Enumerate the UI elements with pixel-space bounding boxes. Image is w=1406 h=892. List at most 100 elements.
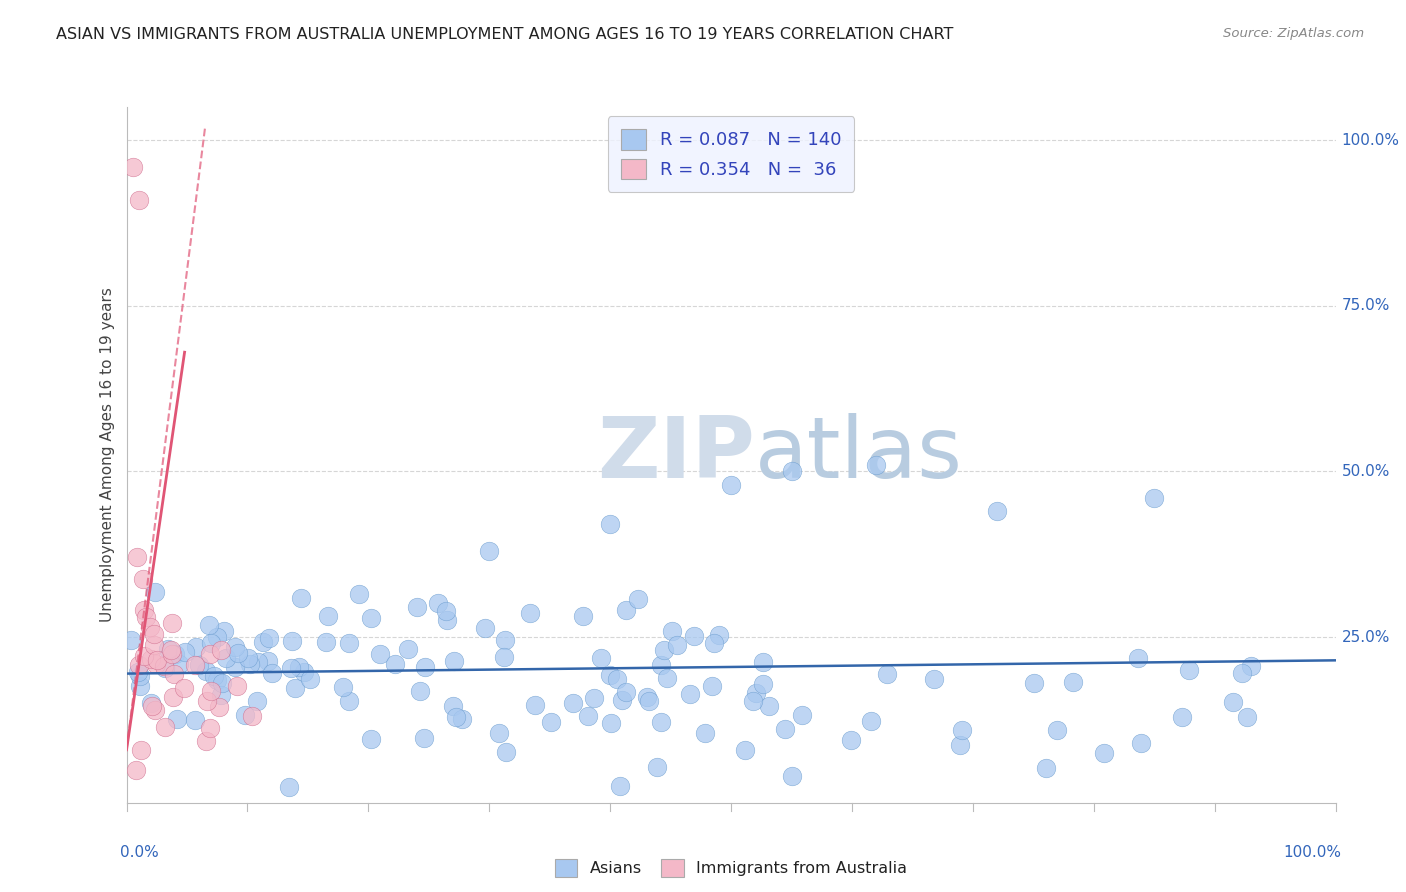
Point	[860, 714, 883, 728]
Point	[138, 620, 160, 634]
Point	[1130, 736, 1153, 750]
Point	[132, 649, 155, 664]
Point	[128, 669, 150, 683]
Point	[195, 694, 218, 708]
Point	[143, 702, 166, 716]
Point	[405, 600, 427, 615]
Point	[280, 661, 302, 675]
Point	[129, 743, 152, 757]
Point	[441, 698, 464, 713]
Point	[752, 677, 775, 691]
Point	[246, 655, 269, 669]
Point	[173, 681, 195, 696]
Point	[650, 657, 672, 672]
Point	[780, 465, 803, 479]
Text: 50.0%: 50.0%	[1341, 464, 1391, 479]
Point	[167, 657, 190, 671]
Point	[205, 673, 228, 687]
Point	[758, 699, 780, 714]
Point	[775, 722, 797, 736]
Point	[561, 697, 583, 711]
Point	[413, 659, 436, 673]
Point	[298, 672, 321, 686]
Point	[647, 760, 669, 774]
Text: 100.0%: 100.0%	[1284, 845, 1341, 860]
Point	[426, 596, 449, 610]
Point	[614, 603, 637, 617]
Point	[143, 638, 166, 652]
Point	[1062, 674, 1084, 689]
Point	[478, 544, 501, 558]
Point	[132, 572, 155, 586]
Point	[226, 679, 249, 693]
Point	[1128, 650, 1150, 665]
Point	[683, 629, 706, 643]
Point	[720, 477, 742, 491]
Point	[609, 779, 631, 793]
Point	[184, 713, 207, 727]
Point	[650, 715, 672, 730]
Point	[207, 630, 229, 644]
Point	[125, 763, 148, 777]
Point	[141, 698, 163, 713]
Point	[143, 584, 166, 599]
Point	[337, 694, 360, 708]
Point	[413, 731, 436, 745]
Point	[741, 694, 763, 708]
Point	[610, 692, 633, 706]
Point	[540, 714, 562, 729]
Point	[198, 722, 221, 736]
Point	[188, 658, 211, 673]
Point	[160, 643, 183, 657]
Point	[519, 607, 541, 621]
Point	[284, 681, 307, 695]
Point	[209, 643, 232, 657]
Point	[451, 712, 474, 726]
Point	[745, 686, 768, 700]
Point	[636, 690, 658, 705]
Point	[194, 734, 217, 748]
Point	[262, 665, 284, 680]
Point	[360, 732, 382, 747]
Point	[734, 743, 756, 757]
Point	[288, 659, 311, 673]
Point	[224, 660, 246, 674]
Point	[157, 641, 180, 656]
Point	[599, 517, 621, 532]
Point	[600, 715, 623, 730]
Point	[292, 665, 315, 679]
Point	[239, 657, 262, 672]
Text: atlas: atlas	[755, 413, 963, 497]
Point	[155, 720, 177, 734]
Point	[139, 696, 162, 710]
Point	[128, 657, 150, 672]
Point	[200, 684, 222, 698]
Point	[198, 647, 221, 661]
Point	[173, 644, 195, 658]
Point	[444, 710, 467, 724]
Point	[165, 647, 187, 661]
Point	[524, 698, 547, 713]
Point	[204, 669, 226, 683]
Point	[368, 647, 391, 661]
Point	[1035, 761, 1057, 775]
Point	[780, 769, 803, 783]
Point	[409, 684, 432, 698]
Point	[666, 638, 689, 652]
Point	[657, 671, 679, 685]
Point	[1046, 723, 1069, 738]
Point	[1171, 710, 1194, 724]
Point	[950, 723, 973, 738]
Point	[474, 621, 496, 635]
Point	[347, 587, 370, 601]
Point	[128, 665, 150, 679]
Point	[146, 653, 169, 667]
Point	[1143, 491, 1166, 505]
Point	[337, 636, 360, 650]
Point	[208, 699, 231, 714]
Point	[240, 709, 263, 723]
Point	[141, 652, 163, 666]
Point	[278, 780, 301, 795]
Point	[1236, 710, 1258, 724]
Point	[153, 659, 176, 673]
